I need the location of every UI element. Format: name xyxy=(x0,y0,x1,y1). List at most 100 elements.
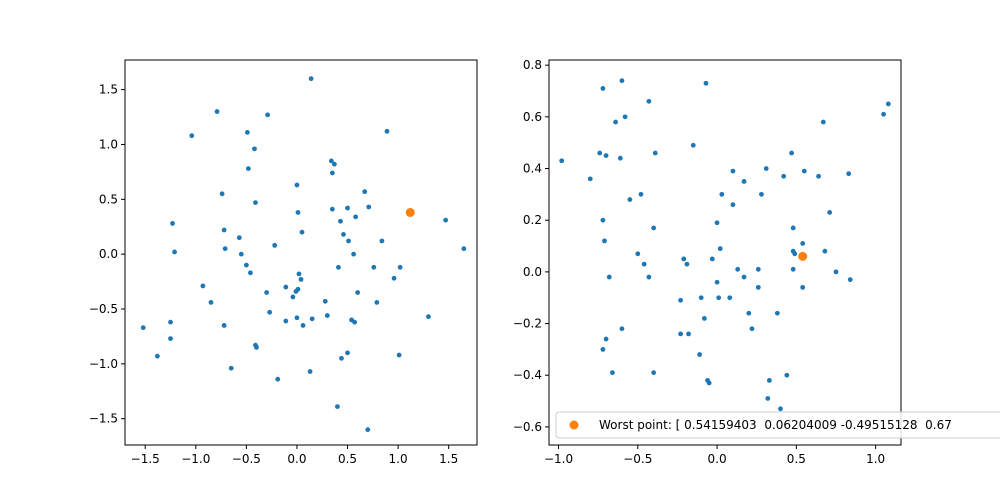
data-point xyxy=(741,274,747,280)
data-point xyxy=(351,251,356,257)
y-tick-label: 0.0 xyxy=(523,265,542,279)
data-point xyxy=(267,309,273,315)
data-point xyxy=(613,119,618,125)
data-point xyxy=(328,158,334,164)
data-point xyxy=(735,266,741,272)
y-tick-label: 0.6 xyxy=(523,110,542,124)
data-point xyxy=(283,318,289,324)
data-point xyxy=(651,370,657,376)
data-point xyxy=(355,290,361,295)
data-point xyxy=(781,173,787,179)
data-point xyxy=(189,133,195,139)
data-point xyxy=(243,262,249,268)
data-point xyxy=(244,129,250,135)
data-point xyxy=(730,168,736,174)
data-point xyxy=(617,155,623,161)
data-point xyxy=(221,323,227,328)
data-point xyxy=(272,242,278,248)
data-point xyxy=(335,404,340,410)
x-tick-label: 0.5 xyxy=(338,452,357,466)
data-point xyxy=(200,283,206,289)
data-point xyxy=(254,344,259,350)
data-point xyxy=(635,251,641,257)
data-point xyxy=(365,427,371,433)
data-point xyxy=(296,271,302,277)
data-point xyxy=(622,114,628,120)
y-tick-label: −1.5 xyxy=(89,412,118,426)
data-point xyxy=(619,78,625,84)
x-tick-label: −1.0 xyxy=(181,452,210,466)
data-point xyxy=(371,264,377,270)
data-point xyxy=(587,176,593,182)
data-point xyxy=(248,270,253,276)
data-point xyxy=(651,225,657,231)
x-tick-label: 0.0 xyxy=(287,452,306,466)
data-point xyxy=(600,217,606,223)
data-point xyxy=(246,166,251,171)
data-point xyxy=(778,406,783,412)
data-point xyxy=(759,191,764,197)
legend-box xyxy=(555,411,1000,439)
x-tick-label: −0.5 xyxy=(623,452,652,466)
data-point xyxy=(559,158,565,164)
data-point xyxy=(338,218,343,224)
data-point xyxy=(885,101,891,107)
data-point xyxy=(646,98,652,104)
data-point xyxy=(391,275,397,281)
data-point xyxy=(774,310,780,316)
left-scatter-panel: −1.5 −1.0 −0.5 0.0 0.5 1.0 1.5 −1.5 −1.0 −0.5 0.0 0… xyxy=(89,59,478,466)
data-point xyxy=(461,246,467,252)
data-point xyxy=(298,276,304,282)
data-point xyxy=(790,266,796,272)
data-point xyxy=(295,210,301,215)
y-tick-label: −0.5 xyxy=(89,302,118,316)
y-tick-label: −0.4 xyxy=(513,368,542,382)
data-point xyxy=(714,279,720,285)
data-point xyxy=(353,214,359,220)
data-point xyxy=(345,350,350,356)
data-point xyxy=(766,378,772,383)
data-point xyxy=(345,205,350,211)
data-point xyxy=(346,238,351,244)
data-point xyxy=(154,353,160,359)
data-point xyxy=(847,277,853,283)
worst-point-marker xyxy=(405,207,415,217)
data-point xyxy=(765,396,771,401)
y-tick-label: 0.4 xyxy=(523,162,542,176)
data-point xyxy=(686,331,691,337)
data-point xyxy=(746,310,752,316)
y-tick-label: −0.6 xyxy=(513,420,542,434)
data-point xyxy=(610,370,615,376)
data-point xyxy=(730,202,736,208)
data-point xyxy=(789,150,794,156)
data-point xyxy=(322,298,328,304)
data-point xyxy=(140,325,146,331)
data-point xyxy=(208,300,214,305)
data-point xyxy=(790,225,796,231)
data-point xyxy=(307,369,313,374)
data-point xyxy=(293,289,299,294)
data-point xyxy=(168,336,173,342)
data-point xyxy=(374,300,380,305)
data-point xyxy=(684,261,690,267)
data-point xyxy=(652,150,658,156)
data-point xyxy=(714,220,720,226)
data-point xyxy=(741,179,747,184)
data-point xyxy=(352,319,358,325)
data-point xyxy=(606,274,612,280)
data-point xyxy=(384,128,390,134)
data-point xyxy=(697,352,703,357)
y-tick-label: 0.2 xyxy=(523,213,542,227)
data-point xyxy=(603,153,609,159)
data-point xyxy=(275,376,281,382)
data-point xyxy=(820,119,826,125)
data-point xyxy=(698,295,704,301)
data-point xyxy=(627,197,633,202)
x-tick-label: 1.0 xyxy=(866,452,885,466)
data-point xyxy=(222,246,228,252)
data-point xyxy=(366,204,372,210)
data-point xyxy=(294,315,300,321)
data-point xyxy=(646,274,652,280)
data-point xyxy=(324,313,330,318)
